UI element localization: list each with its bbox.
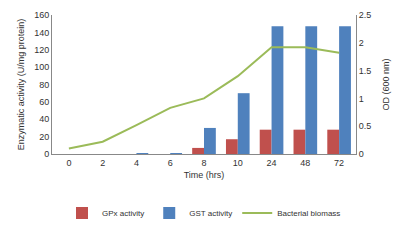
svg-text:8: 8 xyxy=(201,158,206,168)
svg-text:0: 0 xyxy=(44,149,49,159)
svg-text:4: 4 xyxy=(134,158,139,168)
svg-text:60: 60 xyxy=(39,97,49,107)
svg-text:OD (600 nm): OD (600 nm) xyxy=(381,58,391,110)
svg-text:80: 80 xyxy=(39,80,49,90)
svg-text:GPx activity: GPx activity xyxy=(102,209,144,218)
svg-text:Enzymatic activity (U/mg prote: Enzymatic activity (U/mg protein) xyxy=(16,19,26,151)
svg-text:72: 72 xyxy=(334,158,344,168)
svg-text:0: 0 xyxy=(66,158,71,168)
svg-text:Time (hrs): Time (hrs) xyxy=(184,170,225,180)
svg-text:0.5: 0.5 xyxy=(359,121,372,131)
svg-text:160: 160 xyxy=(34,10,49,20)
svg-text:0: 0 xyxy=(359,149,364,159)
svg-text:120: 120 xyxy=(34,45,49,55)
svg-text:6: 6 xyxy=(168,158,173,168)
svg-text:1: 1 xyxy=(359,94,364,104)
svg-text:20: 20 xyxy=(39,132,49,142)
svg-text:40: 40 xyxy=(39,114,49,124)
svg-text:2: 2 xyxy=(359,38,364,48)
svg-text:2.5: 2.5 xyxy=(359,10,372,20)
svg-text:10: 10 xyxy=(233,158,243,168)
svg-text:140: 140 xyxy=(34,28,49,38)
svg-text:100: 100 xyxy=(34,62,49,72)
svg-text:Bacterial biomass: Bacterial biomass xyxy=(277,209,340,218)
svg-text:24: 24 xyxy=(267,158,277,168)
svg-text:1.5: 1.5 xyxy=(359,66,372,76)
svg-text:2: 2 xyxy=(100,158,105,168)
svg-text:48: 48 xyxy=(300,158,310,168)
svg-text:GST activity: GST activity xyxy=(189,209,232,218)
